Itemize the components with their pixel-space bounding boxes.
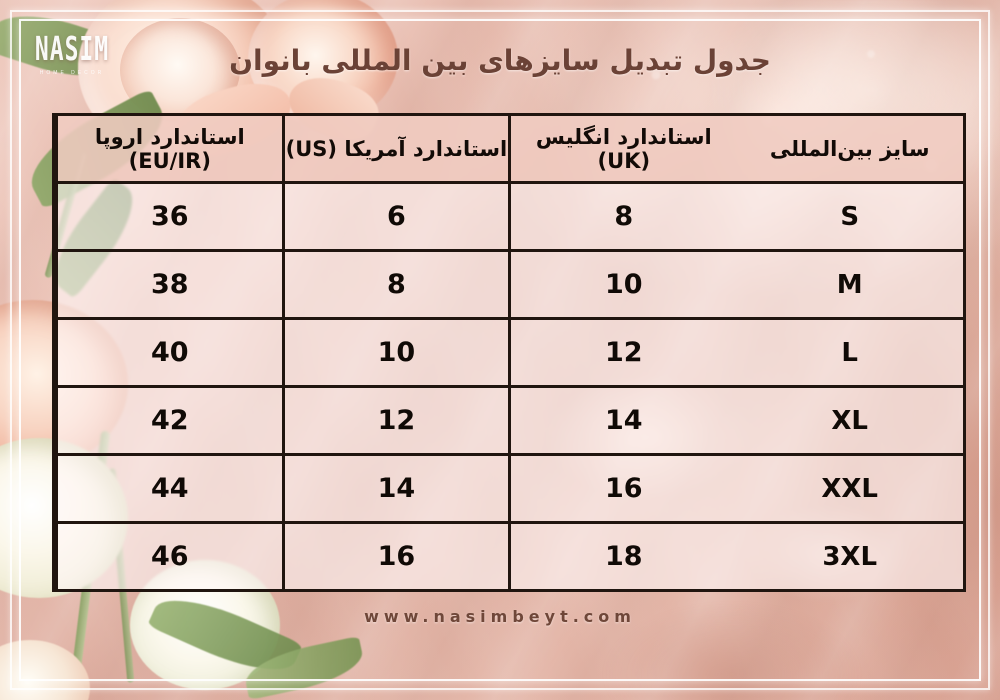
table-row: M 10 8 38 bbox=[55, 249, 963, 319]
cell-uk: 16 bbox=[508, 453, 737, 523]
cell-uk: 18 bbox=[508, 521, 737, 589]
cell-intl: XL bbox=[736, 385, 963, 455]
column-header-uk: استاندارد انگلیس (UK) bbox=[508, 116, 737, 183]
cell-us: 12 bbox=[281, 385, 510, 455]
cell-eu: 42 bbox=[55, 385, 284, 455]
cell-eu: 40 bbox=[55, 317, 284, 387]
cell-uk: 8 bbox=[508, 181, 737, 251]
cell-intl: 3XL bbox=[736, 521, 963, 589]
cell-eu: 44 bbox=[55, 453, 284, 523]
website-url: www.nasimbeyt.com bbox=[364, 607, 636, 626]
cell-intl: XXL bbox=[736, 453, 963, 523]
cell-eu: 36 bbox=[55, 181, 284, 251]
table-row: L 12 10 40 bbox=[55, 317, 963, 387]
cell-uk: 14 bbox=[508, 385, 737, 455]
table-row: XL 14 12 42 bbox=[55, 385, 963, 455]
size-conversion-table: سایز بین‌المللی استاندارد انگلیس (UK) اس… bbox=[52, 113, 966, 592]
cell-us: 14 bbox=[281, 453, 510, 523]
cell-uk: 12 bbox=[508, 317, 737, 387]
page-title: جدول تبدیل سایزهای بین المللی بانوان bbox=[229, 44, 771, 77]
cell-intl: M bbox=[736, 249, 963, 319]
cell-eu: 46 bbox=[55, 521, 284, 589]
table-row: 3XL 18 16 46 bbox=[55, 521, 963, 589]
cell-us: 16 bbox=[281, 521, 510, 589]
cell-intl: S bbox=[736, 181, 963, 251]
cell-us: 6 bbox=[281, 181, 510, 251]
column-header-eu: استاندارد اروپا (EU/IR) bbox=[55, 116, 284, 183]
table-row: XXL 16 14 44 bbox=[55, 453, 963, 523]
cell-us: 8 bbox=[281, 249, 510, 319]
table-row: S 8 6 36 bbox=[55, 181, 963, 251]
table-header-row: سایز بین‌المللی استاندارد انگلیس (UK) اس… bbox=[55, 116, 963, 183]
cell-uk: 10 bbox=[508, 249, 737, 319]
cell-eu: 38 bbox=[55, 249, 284, 319]
column-header-intl: سایز بین‌المللی bbox=[769, 136, 930, 161]
cell-us: 10 bbox=[281, 317, 510, 387]
column-header-us: استاندارد آمریکا (US) bbox=[281, 116, 510, 183]
cell-intl: L bbox=[736, 317, 963, 387]
